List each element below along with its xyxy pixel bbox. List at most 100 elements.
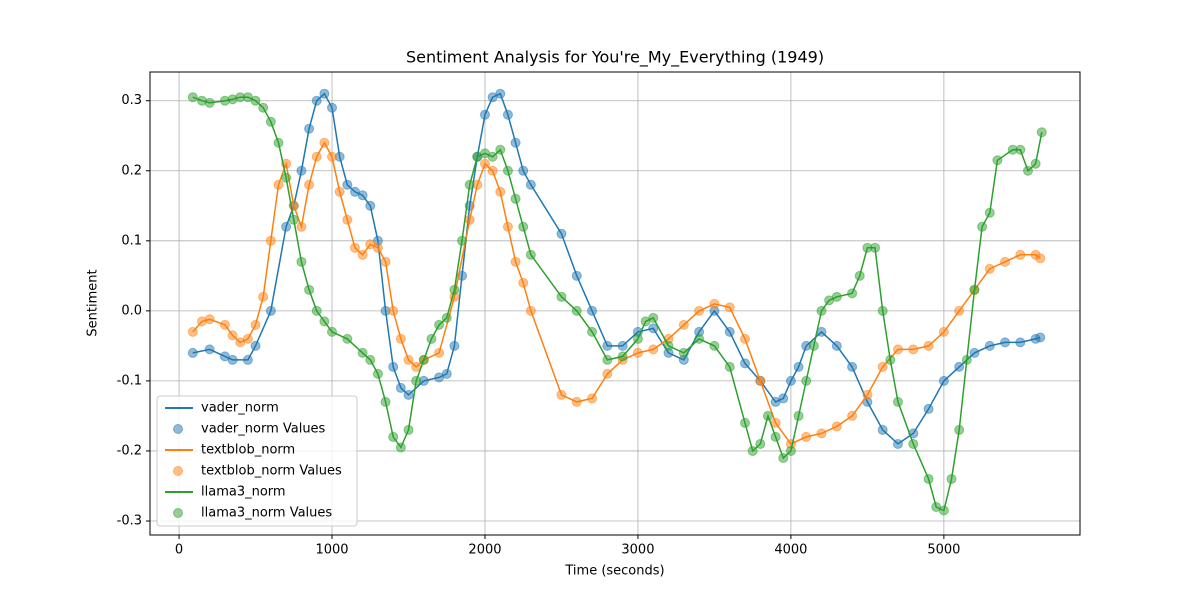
data-point [304, 179, 315, 190]
data-point [992, 155, 1003, 166]
data-point [1000, 337, 1011, 348]
data-point [296, 165, 307, 176]
data-point [755, 375, 766, 386]
x-axis-label: Time (seconds) [564, 564, 664, 579]
data-point [464, 179, 475, 190]
y-tick-label: -0.3 [117, 513, 142, 528]
data-point [288, 214, 299, 225]
data-point [755, 438, 766, 449]
data-point [1030, 158, 1041, 169]
data-point [793, 361, 804, 372]
data-point [242, 333, 253, 344]
data-point [556, 389, 567, 400]
data-point [923, 403, 934, 414]
data-point [938, 375, 949, 386]
data-point [571, 305, 582, 316]
data-point [273, 137, 284, 148]
data-point [495, 88, 506, 99]
data-point [678, 347, 689, 358]
data-point [694, 305, 705, 316]
legend-box [156, 395, 358, 527]
data-point [632, 333, 643, 344]
data-point [510, 193, 521, 204]
data-point [785, 445, 796, 456]
data-point [778, 452, 789, 463]
data-point [342, 214, 353, 225]
data-point [648, 344, 659, 355]
data-point [265, 116, 276, 127]
data-point [648, 323, 659, 334]
data-point [847, 410, 858, 421]
data-point [801, 375, 812, 386]
data-point [281, 221, 292, 232]
data-point [938, 505, 949, 516]
x-tick-label: 1000 [315, 543, 348, 558]
data-point [296, 256, 307, 267]
data-point [441, 368, 452, 379]
x-tick-label: 5000 [927, 543, 960, 558]
data-point [334, 186, 345, 197]
data-point [770, 431, 781, 442]
data-point [977, 221, 988, 232]
data-point [411, 361, 422, 372]
data-point [969, 347, 980, 358]
data-point [954, 361, 965, 372]
data-point [510, 256, 521, 267]
data-point [479, 109, 490, 120]
data-point [281, 172, 292, 183]
data-point [464, 214, 475, 225]
data-point [740, 333, 751, 344]
data-point [556, 291, 567, 302]
data-point [403, 424, 414, 435]
data-point [724, 326, 735, 337]
data-point [885, 354, 896, 365]
data-point [219, 319, 230, 330]
data-point [357, 249, 368, 260]
data-point [227, 330, 238, 341]
data-point [525, 249, 536, 260]
data-point [1035, 253, 1046, 264]
data-point [342, 179, 353, 190]
data-point [349, 242, 360, 253]
data-point [1036, 127, 1047, 138]
data-point [518, 221, 529, 232]
data-point [1022, 165, 1033, 176]
data-point [395, 333, 406, 344]
data-point [892, 396, 903, 407]
data-point [678, 319, 689, 330]
data-point [877, 361, 888, 372]
legend-label: textblob_norm [201, 443, 295, 458]
data-point [847, 288, 858, 299]
data-point [1015, 337, 1026, 348]
data-point [587, 393, 598, 404]
data-point [187, 92, 198, 103]
data-point [204, 97, 215, 108]
data-point [709, 298, 720, 309]
data-point [319, 137, 330, 148]
data-point [961, 354, 972, 365]
data-point [403, 354, 414, 365]
x-tick-label: 4000 [774, 543, 807, 558]
data-point [311, 305, 322, 316]
data-point [479, 158, 490, 169]
data-point [204, 344, 215, 355]
data-point [617, 351, 628, 362]
data-point [694, 333, 705, 344]
data-point [304, 123, 315, 134]
data-point [395, 442, 406, 453]
data-point [724, 302, 735, 313]
data-point [556, 228, 567, 239]
y-tick-label: -0.2 [117, 443, 142, 458]
data-point [187, 326, 198, 337]
data-point [388, 431, 399, 442]
data-point [908, 344, 919, 355]
data-point [327, 151, 338, 162]
data-point [602, 368, 613, 379]
data-point [877, 424, 888, 435]
data-point [778, 393, 789, 404]
data-point [441, 312, 452, 323]
y-tick-label: 0.0 [121, 303, 142, 318]
data-point [892, 438, 903, 449]
data-point [785, 375, 796, 386]
data-point [831, 340, 842, 351]
